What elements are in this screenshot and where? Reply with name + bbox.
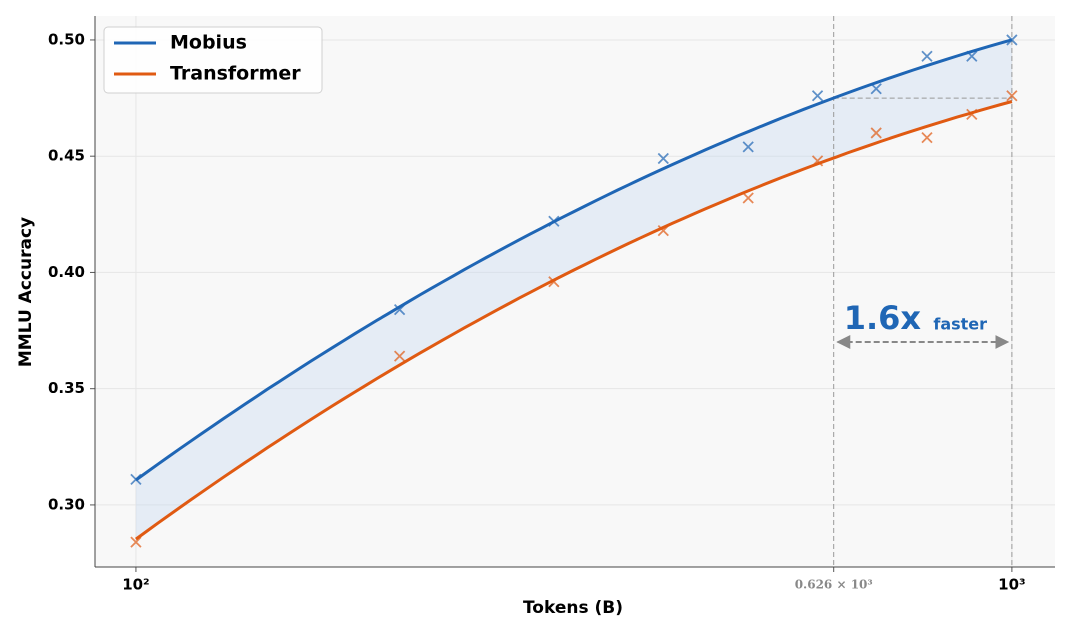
data-point xyxy=(393,350,406,362)
x-tick-label: 10³ xyxy=(998,576,1025,594)
y-axis-label: MMLU Accuracy xyxy=(16,217,36,367)
y-tick-label: 0.50 xyxy=(48,30,85,48)
data-point xyxy=(1006,34,1018,46)
legend-label: Transformer xyxy=(170,63,301,85)
data-point xyxy=(966,108,978,120)
data-point xyxy=(548,215,560,227)
y-tick-label: 0.35 xyxy=(48,379,85,397)
band-fill xyxy=(135,39,1012,540)
data-point xyxy=(870,127,882,139)
data-point xyxy=(130,536,142,548)
speedup-label: 1.6x xyxy=(844,299,922,337)
fit-line xyxy=(135,100,1013,541)
data-point xyxy=(548,276,560,288)
x-tick-label: 10² xyxy=(122,576,149,594)
legend-label: Mobius xyxy=(170,32,247,54)
legend-box xyxy=(103,26,323,94)
x-axis-label: Tokens (B) xyxy=(523,598,623,618)
data-point xyxy=(657,152,669,165)
data-point xyxy=(742,141,754,153)
data-point xyxy=(1006,90,1018,102)
data-point xyxy=(921,131,933,144)
data-point xyxy=(130,473,142,485)
speedup-sublabel: faster xyxy=(933,315,987,334)
data-point xyxy=(393,303,406,316)
data-point xyxy=(921,50,933,62)
data-point xyxy=(811,90,824,102)
plot-area xyxy=(95,16,1055,567)
fit-line xyxy=(135,38,1013,482)
y-tick-label: 0.40 xyxy=(48,263,85,281)
data-point xyxy=(966,50,978,62)
data-point xyxy=(811,155,824,167)
data-point xyxy=(742,192,754,204)
y-tick-label: 0.30 xyxy=(48,495,85,513)
legend: Mobius Transformer xyxy=(103,26,323,94)
data-point xyxy=(870,83,882,95)
data-point xyxy=(657,224,669,237)
x-tick-label: 0.626 × 10³ xyxy=(795,578,873,592)
y-tick-label: 0.45 xyxy=(48,147,85,165)
